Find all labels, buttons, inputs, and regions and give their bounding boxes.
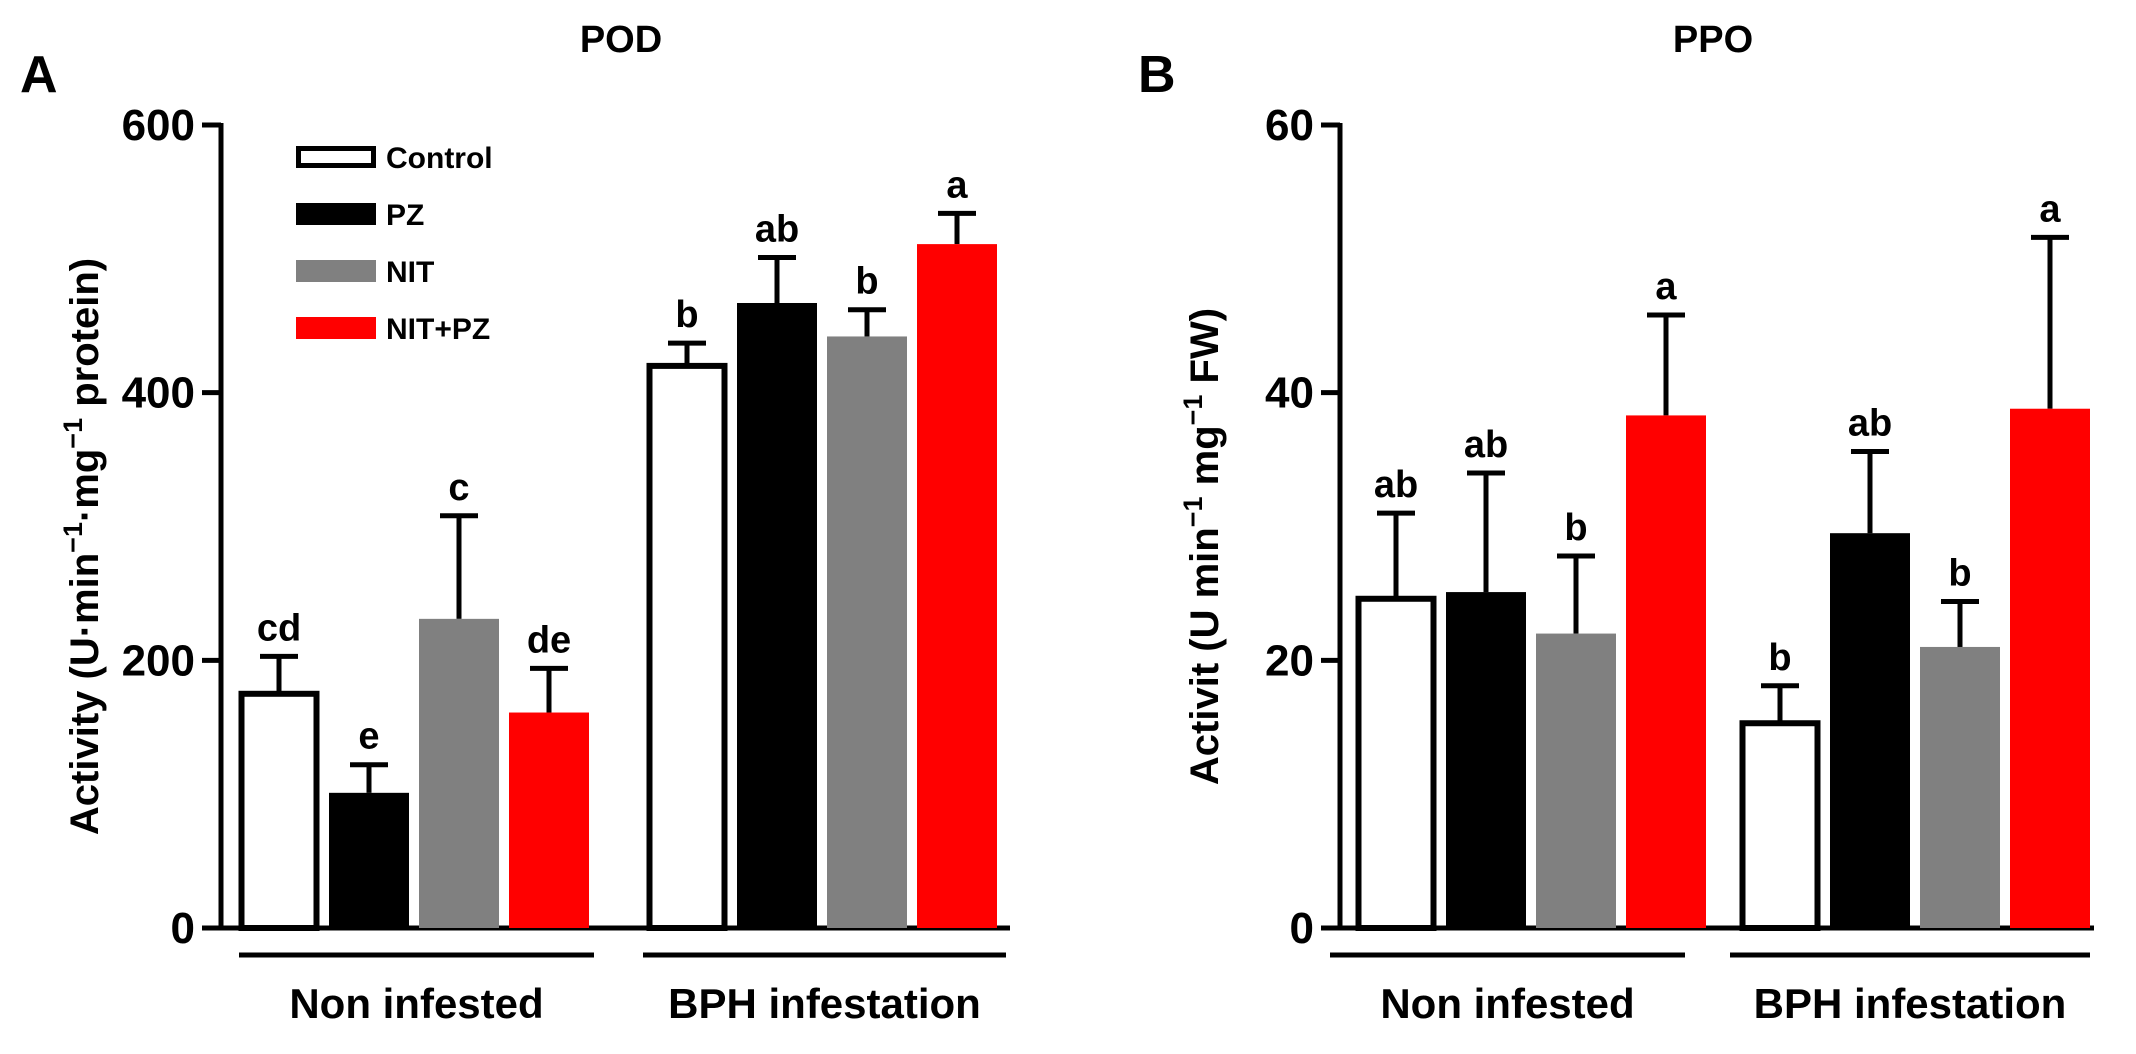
bar-pz [1446,592,1526,928]
significance-letter: ab [1374,464,1418,506]
significance-letter: a [946,164,968,206]
y-tick-label: 400 [122,369,195,418]
significance-letter: c [448,467,469,509]
significance-letter: cd [257,607,301,649]
y-tick-label: 40 [1265,369,1314,418]
y-axis-label-part: Activity (U·min [63,553,107,835]
bar-nit-pz [509,712,589,928]
y-tick-label: 600 [122,101,195,150]
legend-label: Control [386,142,493,175]
significance-letter: b [855,261,878,303]
bar-nit-pz [917,244,997,928]
chart-title: POD [580,19,662,61]
bar-nit [827,336,907,928]
significance-letter: b [1948,552,1971,594]
legend-swatch [296,203,376,225]
y-tick-label: 200 [122,636,195,685]
y-axis-label-part: mg [1183,425,1227,496]
legend-label: NIT [386,256,434,289]
bar-control [238,690,320,932]
bar-control [646,362,728,931]
bar-pz [737,302,817,929]
legend-label: PZ [386,199,424,232]
group-label: Non infested [1380,980,1634,1027]
bar-pz [329,792,409,928]
bar-nit-pz [2010,408,2090,928]
bar-control [1355,595,1437,932]
y-axis-label: Activity (U·min−1·mg−1 protein) [58,258,107,835]
y-tick-label: 20 [1265,636,1314,685]
legend-swatch [296,317,376,339]
y-axis-label-part: Activit (U min [1183,527,1227,785]
significance-letter: a [1655,266,1677,308]
significance-letter: b [675,294,698,336]
y-axis-label-sup: −1 [1178,395,1208,426]
bar-nit [419,618,499,928]
y-axis-label-part: FW) [1183,308,1227,395]
y-axis-label-sup: −1 [58,418,88,449]
legend-label: NIT+PZ [386,313,490,346]
panel-letter: B [1138,46,1176,104]
y-tick-label: 0 [171,904,195,953]
legend-swatch [296,146,376,168]
legend: Control PZ NIT NIT+PZ [296,142,493,346]
significance-letter: ab [755,208,799,250]
y-axis-label: Activit (U min−1 mg−1 FW) [1178,308,1227,785]
y-axis-label-sup: −1 [1178,496,1208,527]
significance-letter: a [2039,188,2061,230]
significance-letter: ab [1848,403,1892,445]
significance-letter: ab [1464,424,1508,466]
y-axis-label-part: protein) [63,258,107,418]
panel-letter: A [20,46,58,104]
bar-nit-pz [1626,415,1706,928]
chart-title: PPO [1673,19,1753,61]
significance-letter: e [358,716,379,758]
y-tick-label: 60 [1265,101,1314,150]
group-label: BPH infestation [1754,980,2067,1027]
y-tick-label: 0 [1290,904,1314,953]
bar-control [1739,720,1821,931]
y-axis-label-sup: −1 [58,522,88,553]
bar-nit [1536,633,1616,928]
bar-nit [1920,646,2000,928]
significance-letter: de [527,619,571,661]
legend-swatch [296,260,376,282]
group-label: Non infested [289,980,543,1027]
group-label: BPH infestation [668,980,981,1027]
significance-letter: b [1564,507,1587,549]
bar-pz [1830,533,1910,928]
y-axis-label-part: ·mg [63,449,107,522]
significance-letter: b [1768,637,1791,679]
